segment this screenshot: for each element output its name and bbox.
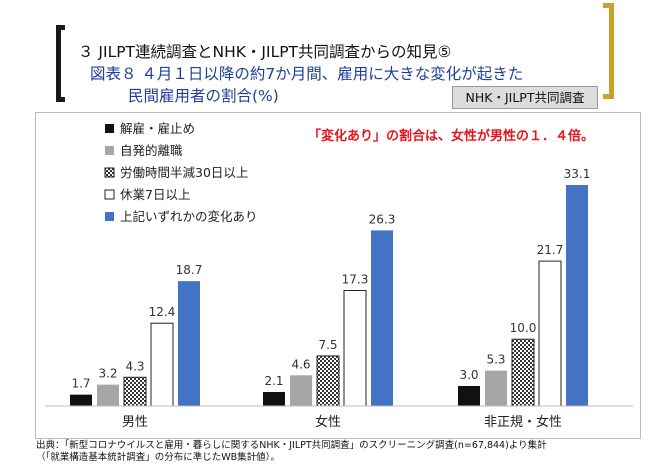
chart-data-labels: 1.7 3.2 4.3 12.4 18.7 2.1 4.6 7.5 17.3 26.3 3.0 5.3… [71, 167, 590, 391]
x-tick-label-0: 男性 [122, 415, 148, 430]
section-title: ３ JILPT連続調査とNHK・JILPT共同調査からの知見⑤ [78, 43, 452, 61]
data-label-1-1: 4.6 [291, 357, 310, 371]
data-label-2-1: 5.3 [486, 353, 505, 367]
data-label-0-0: 1.7 [71, 377, 90, 391]
data-label-2-4: 33.1 [564, 167, 591, 181]
legend-swatch-2 [104, 167, 115, 178]
data-label-1-0: 2.1 [264, 374, 283, 388]
data-label-1-3: 17.3 [342, 272, 369, 286]
bar-0-0 [70, 394, 92, 406]
source-line-2: （「就業構造基本統計調査」の分布に準じたWB集計値）。 [36, 452, 280, 463]
bar-1-3 [343, 289, 367, 407]
data-label-0-1: 3.2 [98, 367, 117, 381]
x-tick-label-1: 女性 [315, 414, 341, 430]
legend-label-2: 労働時間半減30日以上 [120, 165, 248, 180]
legend-swatch-4 [105, 212, 114, 221]
bar-0-2 [123, 376, 147, 407]
data-label-1-2: 7.5 [318, 338, 337, 352]
legend-swatch-3 [104, 189, 115, 200]
bar-2-0 [458, 385, 480, 406]
data-label-2-2: 10.0 [510, 321, 537, 335]
bar-1-2 [316, 355, 340, 407]
bar-2-1 [485, 370, 507, 406]
bar-2-3 [538, 260, 562, 407]
right-bracket-decoration [603, 3, 614, 99]
chart-frame [35, 112, 641, 439]
survey-badge: NHK・JILPT共同調査 [452, 86, 598, 109]
bar-1-1 [290, 375, 312, 406]
bar-0-4 [178, 281, 200, 406]
figure-subtitle: 民間雇用者の割合(%) [128, 87, 279, 105]
bar-1-4 [371, 230, 393, 406]
x-tick-label-2: 非正規・女性 [484, 414, 562, 430]
legend-swatch-1 [105, 146, 114, 155]
legend-swatch-0 [105, 124, 114, 133]
chart-bars [70, 185, 588, 407]
bar-0-3 [150, 322, 174, 407]
bar-2-2 [511, 338, 535, 407]
figure-title: 図表８ ４月１日以降の約7か月間、雇用に大きな変化が起きた [90, 65, 524, 83]
legend-label-3: 休業7日以上 [120, 187, 190, 202]
data-label-1-4: 26.3 [369, 212, 396, 226]
data-label-2-3: 21.7 [537, 243, 564, 257]
source-note: 出典：「新型コロナウイルスと雇用・暮らしに関するNHK・JILPT共同調査」のス… [36, 440, 547, 464]
bar-1-0 [263, 391, 285, 406]
legend-label-4: 上記いずれかの変化あり [120, 209, 258, 224]
source-line-1: 出典：「新型コロナウイルスと雇用・暮らしに関するNHK・JILPT共同調査」のス… [36, 440, 547, 451]
legend-label-0: 解雇・雇止め [120, 121, 195, 136]
bar-0-1 [97, 384, 119, 406]
x-axis-ticks: 男性 女性 非正規・女性 [122, 414, 562, 430]
data-label-0-2: 4.3 [125, 359, 144, 373]
data-label-0-3: 12.4 [149, 305, 176, 319]
data-label-2-0: 3.0 [459, 368, 478, 382]
left-bracket-decoration [56, 25, 65, 102]
bar-2-4 [566, 185, 588, 406]
legend-label-1: 自発的離職 [120, 143, 183, 158]
annotation-text: 「変化あり」の割合は、女性が男性の１．４倍。 [308, 128, 594, 144]
data-label-0-4: 18.7 [176, 263, 203, 277]
